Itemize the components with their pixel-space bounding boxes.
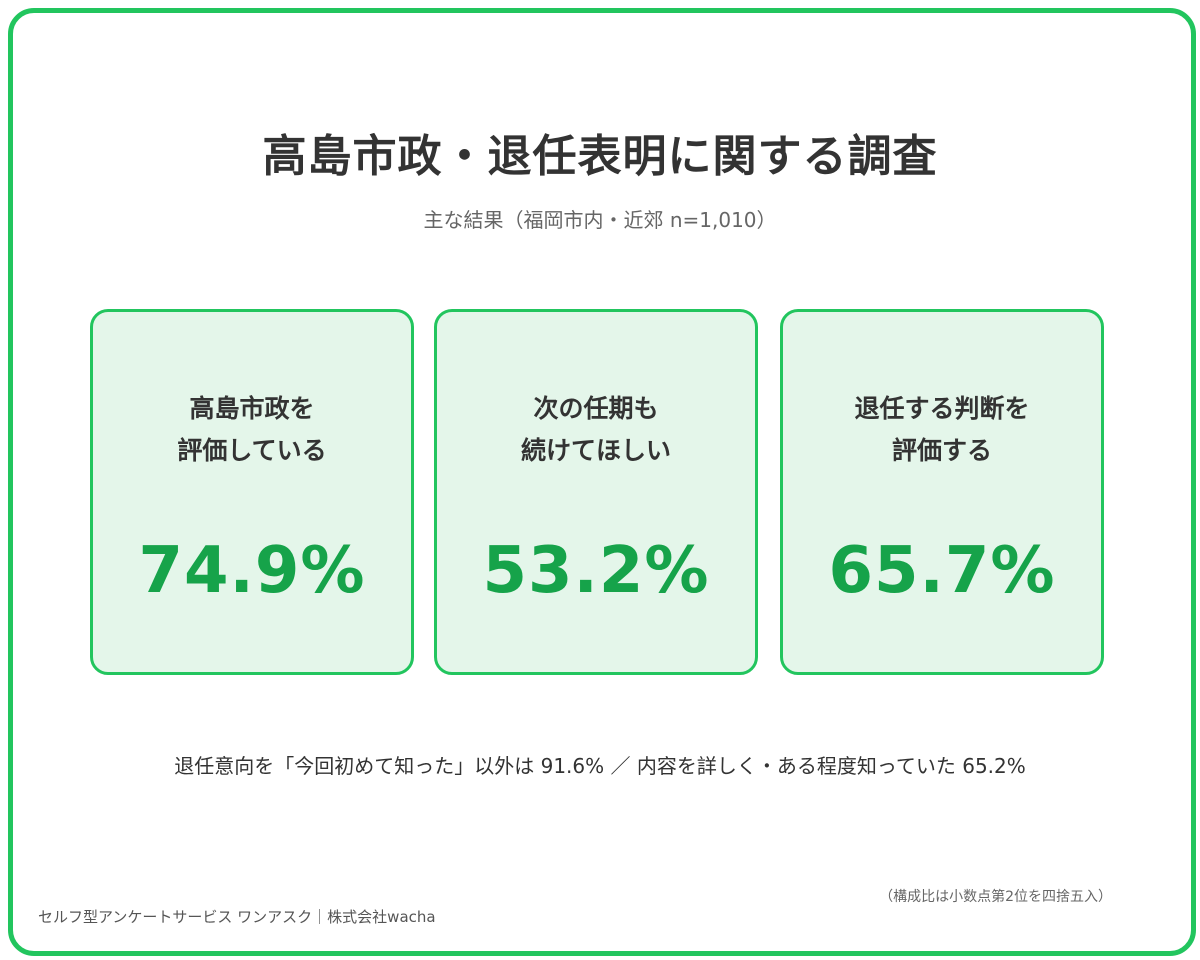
- stat-card-label: 次の任期も 続けてほしい: [437, 388, 755, 472]
- stat-card-label: 退任する判断を 評価する: [783, 388, 1101, 472]
- stat-card-value: 65.7%: [828, 534, 1056, 608]
- stat-card-label-line2: 評価している: [177, 436, 327, 465]
- stat-card-label-line2: 評価する: [891, 436, 992, 465]
- page-subtitle: 主な結果（福岡市内・近郊 n=1,010）: [423, 208, 777, 232]
- stat-card-next-term: 次の任期も 続けてほしい 53.2%: [434, 309, 758, 675]
- source-credit: セルフ型アンケートサービス ワンアスク｜株式会社wacha: [38, 908, 436, 926]
- page-title: 高島市政・退任表明に関する調査: [262, 131, 938, 182]
- rounding-note: （構成比は小数点第2位を四捨五入）: [879, 889, 1112, 905]
- stat-card-label-line2: 続けてほしい: [520, 436, 671, 465]
- stat-card-resignation: 退任する判断を 評価する 65.7%: [780, 309, 1104, 675]
- stat-card-label-line1: 次の任期も: [533, 394, 659, 423]
- stat-card-approval: 高島市政を 評価している 74.9%: [90, 309, 414, 675]
- summary-footnote: 退任意向を「今回初めて知った」以外は 91.6% ／ 内容を詳しく・ある程度知っ…: [174, 754, 1026, 778]
- stat-card-value: 53.2%: [482, 534, 710, 608]
- stat-card-label: 高島市政を 評価している: [93, 388, 411, 472]
- stat-card-label-line1: 退任する判断を: [854, 394, 1030, 423]
- stat-card-value: 74.9%: [138, 534, 366, 608]
- stat-card-label-line1: 高島市政を: [189, 394, 315, 423]
